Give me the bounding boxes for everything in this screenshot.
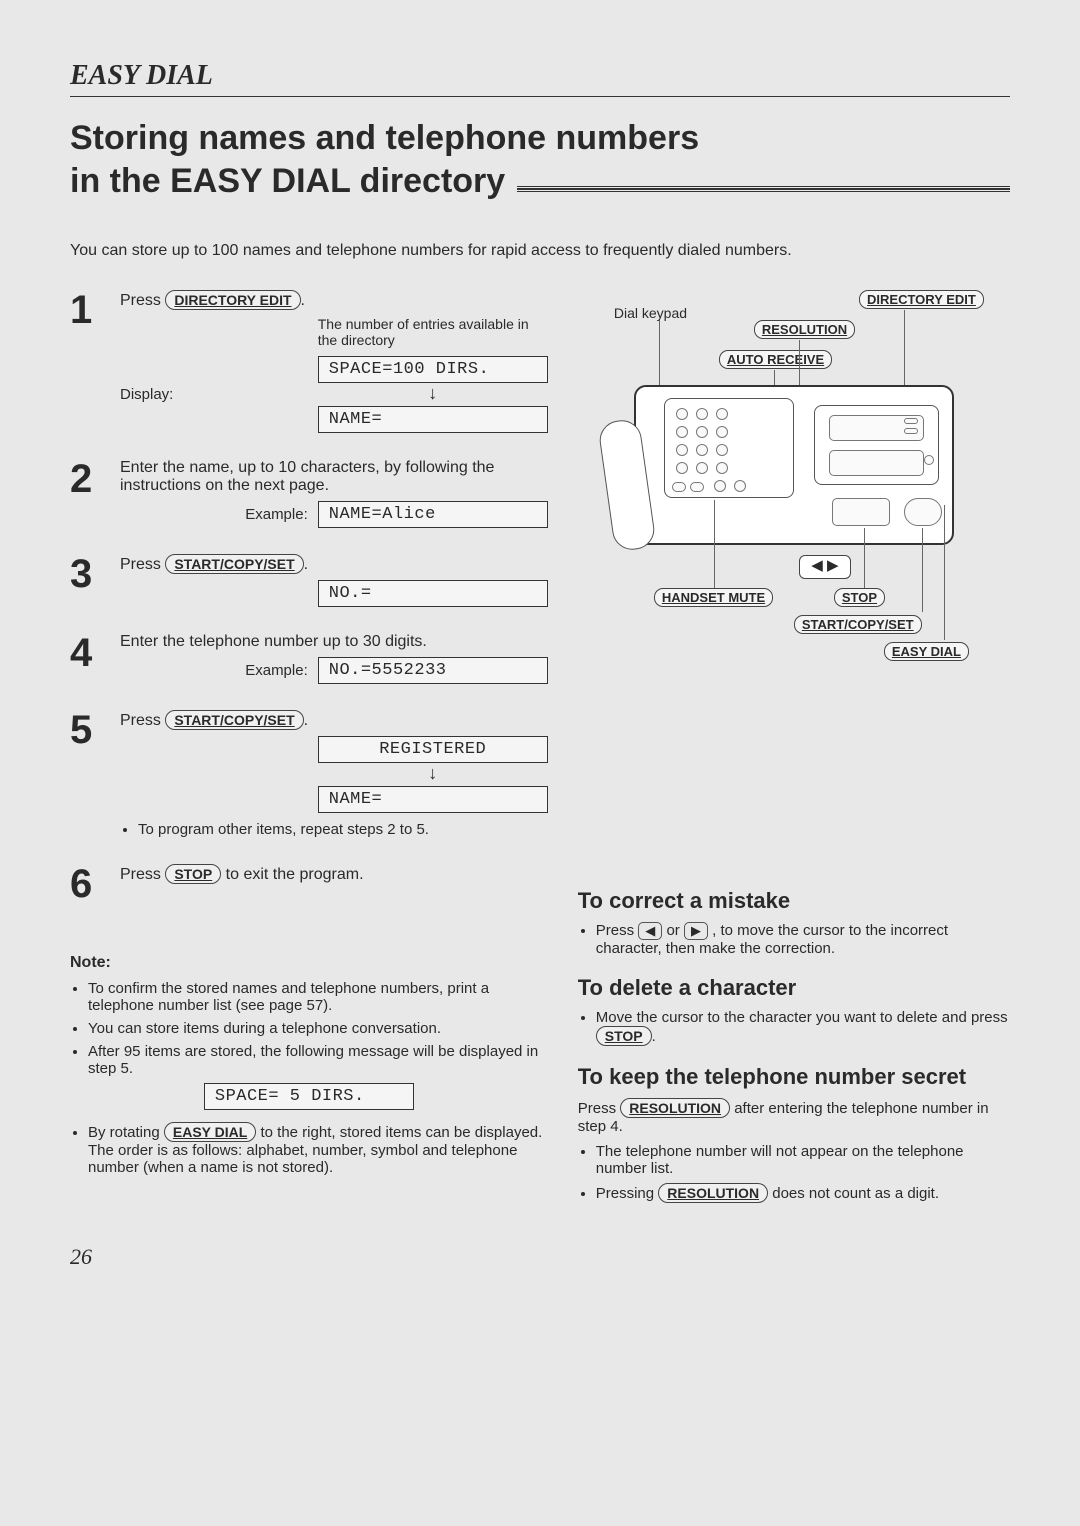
step-5: 5 Press START/COPY/SET. REGISTERED ↓ NAM…: [70, 710, 548, 844]
display-output: SPACE=100 DIRS.: [318, 356, 548, 383]
display-output: NAME=: [318, 406, 548, 433]
step-number: 4: [70, 633, 102, 690]
start-copy-set-key: START/COPY/SET: [165, 710, 303, 730]
secret-item: The telephone number will not appear on …: [596, 1143, 1010, 1177]
step5-bullet: To program other items, repeat steps 2 t…: [138, 821, 548, 838]
step-4: 4 Enter the telephone number up to 30 di…: [70, 633, 548, 690]
start-copy-set-key: START/COPY/SET: [165, 554, 303, 574]
step2-text: Enter the name, up to 10 characters, by …: [120, 459, 548, 495]
correct-mistake-heading: To correct a mistake: [578, 888, 1010, 914]
note-list: To confirm the stored names and telephon…: [70, 980, 548, 1077]
stop-key: STOP: [165, 864, 221, 884]
step5-after: .: [304, 712, 308, 729]
step-number: 1: [70, 290, 102, 439]
handset-mute-key-icon: HANDSET MUTE: [654, 588, 773, 607]
device-diagram: Dial keypad DIRECTORY EDIT RESOLUTION AU…: [604, 290, 984, 670]
start-copy-set-key-icon: START/COPY/SET: [794, 615, 922, 634]
display-output: NO.=: [318, 580, 548, 607]
step-number: 2: [70, 459, 102, 534]
display-output: NAME=Alice: [318, 501, 548, 528]
arrow-right-icon: ▶: [684, 922, 708, 940]
step6-text: Press: [120, 866, 165, 883]
step3-text: Press: [120, 556, 165, 573]
note-item: You can store items during a telephone c…: [88, 1020, 548, 1037]
note-title: Note:: [70, 954, 548, 972]
delete-char-text: Move the cursor to the character you wan…: [596, 1009, 1010, 1046]
easy-dial-key: EASY DIAL: [164, 1122, 256, 1142]
arrow-down-icon: ↓: [318, 383, 548, 404]
page-title-line1: Storing names and telephone numbers: [70, 117, 1010, 160]
arrow-keys-icon: ◀ ▶: [799, 555, 851, 579]
secret-text: Press RESOLUTION after entering the tele…: [578, 1098, 1010, 1135]
step1-caption: The number of entries available in the d…: [318, 316, 548, 348]
easy-dial-key-icon: EASY DIAL: [884, 642, 969, 661]
step-number: 5: [70, 710, 102, 844]
stop-key-icon: STOP: [834, 588, 885, 607]
example-label: Example:: [245, 662, 308, 679]
directory-edit-key: DIRECTORY EDIT: [165, 290, 300, 310]
step3-after: .: [304, 556, 308, 573]
left-column: 1 Press DIRECTORY EDIT. The number of en…: [70, 290, 548, 1209]
directory-edit-key-icon: DIRECTORY EDIT: [859, 290, 984, 309]
step-3: 3 Press START/COPY/SET. NO.=: [70, 554, 548, 613]
arrow-down-icon: ↓: [318, 763, 548, 784]
step-1: 1 Press DIRECTORY EDIT. The number of en…: [70, 290, 548, 439]
intro-text: You can store up to 100 names and teleph…: [70, 242, 1010, 260]
title-rule: [517, 186, 1010, 192]
step-6: 6 Press STOP to exit the program.: [70, 864, 548, 904]
resolution-key: RESOLUTION: [658, 1183, 768, 1203]
delete-char-heading: To delete a character: [578, 975, 1010, 1001]
arrow-left-icon: ◀: [638, 922, 662, 940]
secret-item: Pressing RESOLUTION does not count as a …: [596, 1183, 1010, 1203]
resolution-key-icon: RESOLUTION: [754, 320, 855, 339]
resolution-key: RESOLUTION: [620, 1098, 730, 1118]
stop-key: STOP: [596, 1026, 652, 1046]
step1-after: .: [301, 292, 305, 309]
note-item: After 95 items are stored, the following…: [88, 1043, 548, 1077]
secret-heading: To keep the telephone number secret: [578, 1064, 1010, 1090]
section-header: EASY DIAL: [70, 60, 1010, 97]
page-number: 26: [70, 1244, 1010, 1270]
display-output: SPACE= 5 DIRS.: [204, 1083, 414, 1110]
step-2: 2 Enter the name, up to 10 characters, b…: [70, 459, 548, 534]
display-output: NAME=: [318, 786, 548, 813]
right-column: Dial keypad DIRECTORY EDIT RESOLUTION AU…: [578, 290, 1010, 1209]
dial-keypad-label: Dial keypad: [614, 305, 687, 321]
step6-after: to exit the program.: [226, 866, 364, 883]
note-item: To confirm the stored names and telephon…: [88, 980, 548, 1014]
page-title-line2: in the EASY DIAL directory: [70, 160, 505, 203]
correct-mistake-text: Press ◀ or ▶ , to move the cursor to the…: [596, 922, 1010, 957]
display-output: NO.=5552233: [318, 657, 548, 684]
example-label: Example:: [245, 506, 308, 523]
auto-receive-key-icon: AUTO RECEIVE: [719, 350, 832, 369]
step-number: 6: [70, 864, 102, 904]
step5-text: Press: [120, 712, 165, 729]
display-output: REGISTERED: [318, 736, 548, 763]
step-number: 3: [70, 554, 102, 613]
step1-text: Press: [120, 292, 165, 309]
note-item: By rotating EASY DIAL to the right, stor…: [88, 1122, 548, 1176]
step4-text: Enter the telephone number up to 30 digi…: [120, 633, 548, 651]
display-label: Display:: [120, 386, 173, 403]
